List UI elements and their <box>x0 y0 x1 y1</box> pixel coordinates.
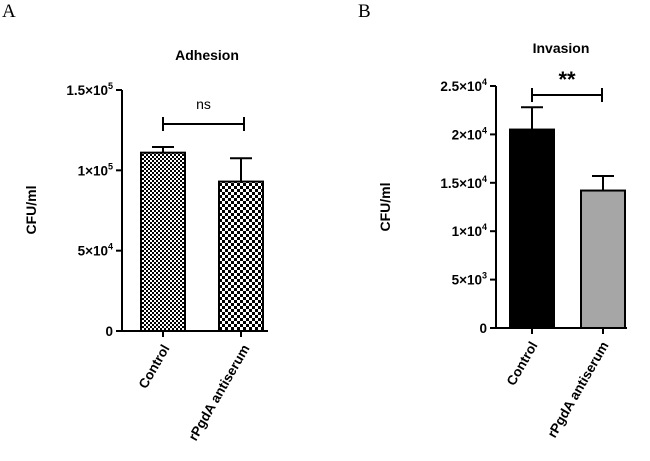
invasion-y-tick-label: 1.5×104 <box>440 174 487 191</box>
invasion-y-tick-label: 1×104 <box>452 222 487 239</box>
adhesion-significance-label: ns <box>196 96 211 112</box>
invasion-bar <box>580 189 626 329</box>
adhesion-y-axis-label: CFU/ml <box>23 186 39 235</box>
panel-letter-a: A <box>2 1 16 22</box>
invasion-y-tick-label: 2×104 <box>452 125 487 142</box>
invasion-category-label: Control <box>504 339 541 388</box>
invasion-y-tick-label: 5×103 <box>452 271 487 288</box>
adhesion-category-label: Control <box>136 342 173 391</box>
adhesion-bar <box>140 151 186 332</box>
adhesion-y-tick-label: 1×105 <box>78 161 113 178</box>
invasion-y-axis-label: CFU/ml <box>377 183 393 232</box>
invasion-significance-label: ** <box>558 67 576 92</box>
invasion-y-tick-label: 0 <box>479 321 487 336</box>
invasion-chart: Invasion CFU/ml 0 5×103 1×104 1.5×104 2×104 2.5… <box>377 40 627 440</box>
adhesion-category-label: rPgdA antiserum <box>185 342 252 443</box>
invasion-y-tick-label: 2.5×104 <box>440 77 487 94</box>
panel-letter-b: B <box>358 1 371 22</box>
adhesion-y-tick-label: 1.5×105 <box>66 81 113 98</box>
invasion-category-label: rPgdA antiserum <box>544 339 611 440</box>
adhesion-chart: Adhesion CFU/ml 0 5×104 1×105 1.5×105 Control r… <box>23 47 268 443</box>
adhesion-y-tick-label: 0 <box>105 324 113 339</box>
adhesion-title: Adhesion <box>175 47 239 63</box>
adhesion-bar <box>218 180 264 332</box>
adhesion-y-tick-label: 5×104 <box>78 242 113 259</box>
invasion-bar <box>509 128 555 329</box>
invasion-title: Invasion <box>533 40 590 56</box>
